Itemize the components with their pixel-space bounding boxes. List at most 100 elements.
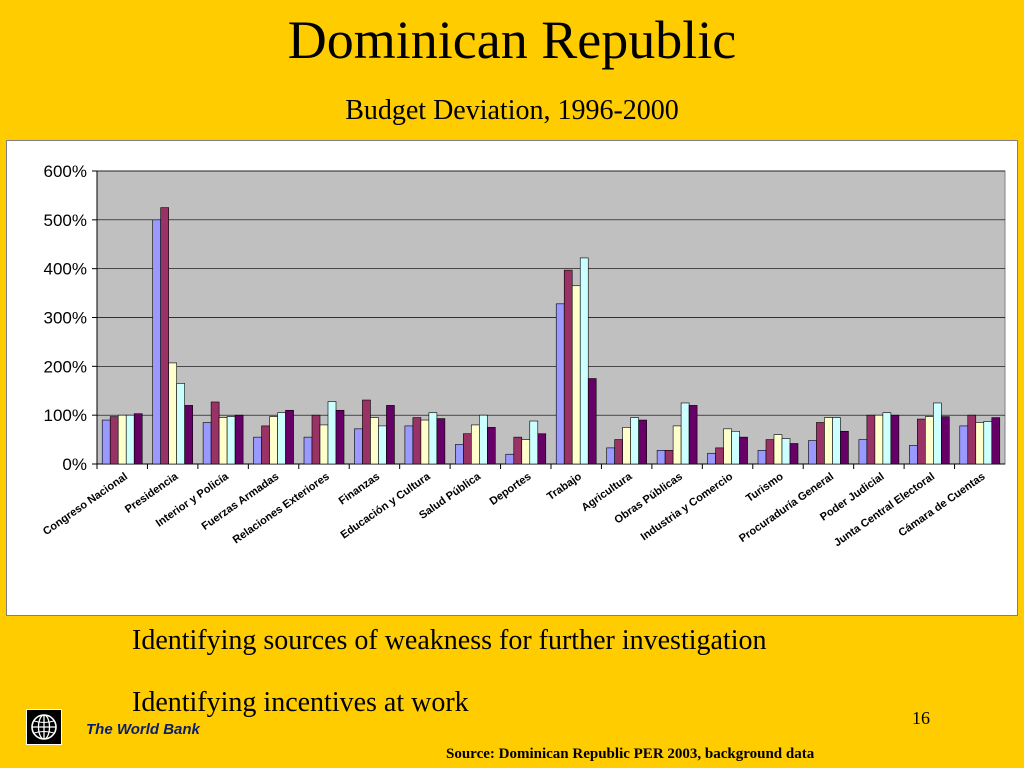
bar (521, 439, 531, 465)
bar (563, 269, 573, 465)
x-tick-label: Deportes (488, 471, 534, 508)
bar (656, 450, 666, 465)
bar (757, 450, 767, 465)
bar (319, 424, 329, 465)
bar (555, 303, 565, 465)
bar (487, 427, 496, 465)
bar (622, 427, 631, 465)
bar (707, 452, 716, 465)
bar (226, 416, 236, 465)
bar (160, 207, 169, 465)
bar (941, 416, 950, 465)
bar (455, 444, 464, 465)
x-tick-label: Educación y Cultura (339, 470, 434, 541)
bar (824, 417, 833, 465)
bar (412, 417, 422, 465)
x-tick-label: Cámara de Cuentas (896, 471, 987, 540)
bar (261, 425, 270, 465)
bar (184, 405, 193, 465)
bar (909, 445, 918, 465)
bar (436, 418, 446, 465)
bar (688, 405, 698, 465)
slide-title: Dominican Republic (287, 10, 737, 70)
bar (311, 414, 321, 465)
bar (967, 414, 977, 465)
bar (210, 401, 220, 465)
world-bank-logo-text: The World Bank (86, 721, 200, 738)
bar (579, 257, 589, 465)
bullet-weakness: Identifying sources of weakness for furt… (132, 625, 767, 656)
bar (463, 433, 472, 465)
bar (234, 414, 244, 465)
bar (765, 439, 775, 465)
bar (218, 417, 228, 465)
bar (789, 443, 799, 465)
bar (630, 417, 639, 465)
slide-subtitle: Budget Deviation, 1996-2000 (345, 95, 679, 126)
budget-deviation-chart: 0% 100% 200% 300% 400% 500% 600% Congreso Nacio… (41, 162, 1006, 550)
bar (513, 436, 523, 465)
source-note: Source: Dominican Republic PER 2003, bac… (446, 746, 815, 762)
bar (866, 414, 876, 465)
bar (176, 383, 185, 465)
x-tick-label: Junta Central Electoral (832, 471, 937, 550)
bar (606, 447, 615, 465)
bar (840, 430, 849, 465)
bar (168, 362, 177, 465)
bullet-incentives: Identifying incentives at work (132, 687, 469, 718)
bar (335, 409, 345, 465)
bar (471, 424, 480, 465)
bar (925, 416, 934, 465)
bar (285, 409, 294, 465)
bar (404, 425, 414, 465)
bar (362, 399, 371, 465)
bar (874, 414, 884, 465)
bar (370, 417, 379, 465)
bar (125, 414, 135, 465)
y-tick-label: 500% (44, 211, 87, 230)
y-tick-label: 400% (44, 260, 87, 279)
bar (933, 402, 942, 465)
bar (917, 418, 926, 465)
y-tick-label: 200% (44, 357, 87, 376)
bar (537, 433, 547, 465)
bar (816, 422, 825, 465)
y-tick-label: 300% (44, 309, 87, 328)
bar (109, 416, 119, 465)
bar (890, 414, 900, 465)
y-tick-label: 0% (62, 455, 87, 474)
bar (975, 422, 985, 465)
bar (303, 436, 313, 465)
bar (773, 434, 783, 465)
x-tick-label: Finanzas (337, 471, 382, 508)
bar (680, 402, 690, 465)
x-tick-label: Industria y Comercio (639, 470, 736, 543)
bar (715, 447, 724, 465)
chart-frame: 0% 100% 200% 300% 400% 500% 600% Congreso Nacio… (6, 140, 1018, 616)
bar (983, 421, 993, 465)
bar (614, 439, 623, 465)
bar (571, 285, 581, 465)
bar (202, 422, 212, 465)
bar (420, 419, 430, 465)
bar (991, 417, 1001, 465)
bar (505, 453, 515, 465)
y-tick-label: 100% (44, 406, 87, 425)
bar (672, 425, 682, 465)
x-tick-label: Trabajo (545, 470, 584, 502)
bar (354, 428, 363, 465)
bar (858, 439, 868, 465)
world-bank-logo-icon (26, 709, 62, 745)
bar (133, 413, 143, 465)
bar (723, 428, 732, 465)
bar (587, 378, 597, 465)
bar (277, 412, 286, 465)
bar (253, 436, 262, 465)
x-tick-label: Procuraduría General (737, 471, 836, 545)
x-tick-label: Relaciones Exteriores (231, 471, 332, 547)
bar (781, 438, 791, 465)
bar (378, 425, 387, 465)
bar (739, 436, 748, 465)
bar (882, 412, 892, 465)
bar (479, 414, 488, 465)
